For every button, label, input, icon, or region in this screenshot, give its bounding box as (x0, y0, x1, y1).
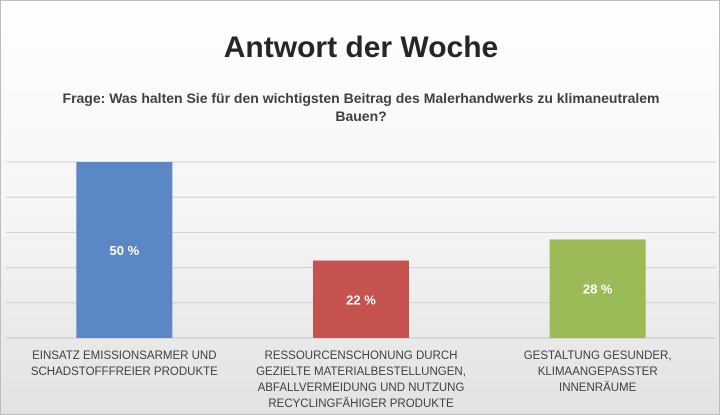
data-label: 50 % (110, 243, 140, 258)
data-label: 28 % (583, 282, 613, 297)
bar (549, 239, 646, 338)
data-label: 22 % (346, 292, 376, 307)
category-label: GESTALTUNG GESUNDER, KLIMAANGEPASSTER IN… (523, 350, 672, 394)
chart-title: Antwort der Woche (223, 31, 499, 64)
chart-subtitle: Frage: Was halten Sie für den wichtigste… (62, 90, 660, 124)
category-label: EINSATZ EMISSIONSARMER UND SCHADSTOFFFRE… (30, 350, 218, 378)
bar (76, 162, 173, 338)
category-label: RESSOURCENSCHONUNG DURCH GEZIELTE MATERI… (256, 350, 466, 410)
bar (313, 260, 409, 338)
